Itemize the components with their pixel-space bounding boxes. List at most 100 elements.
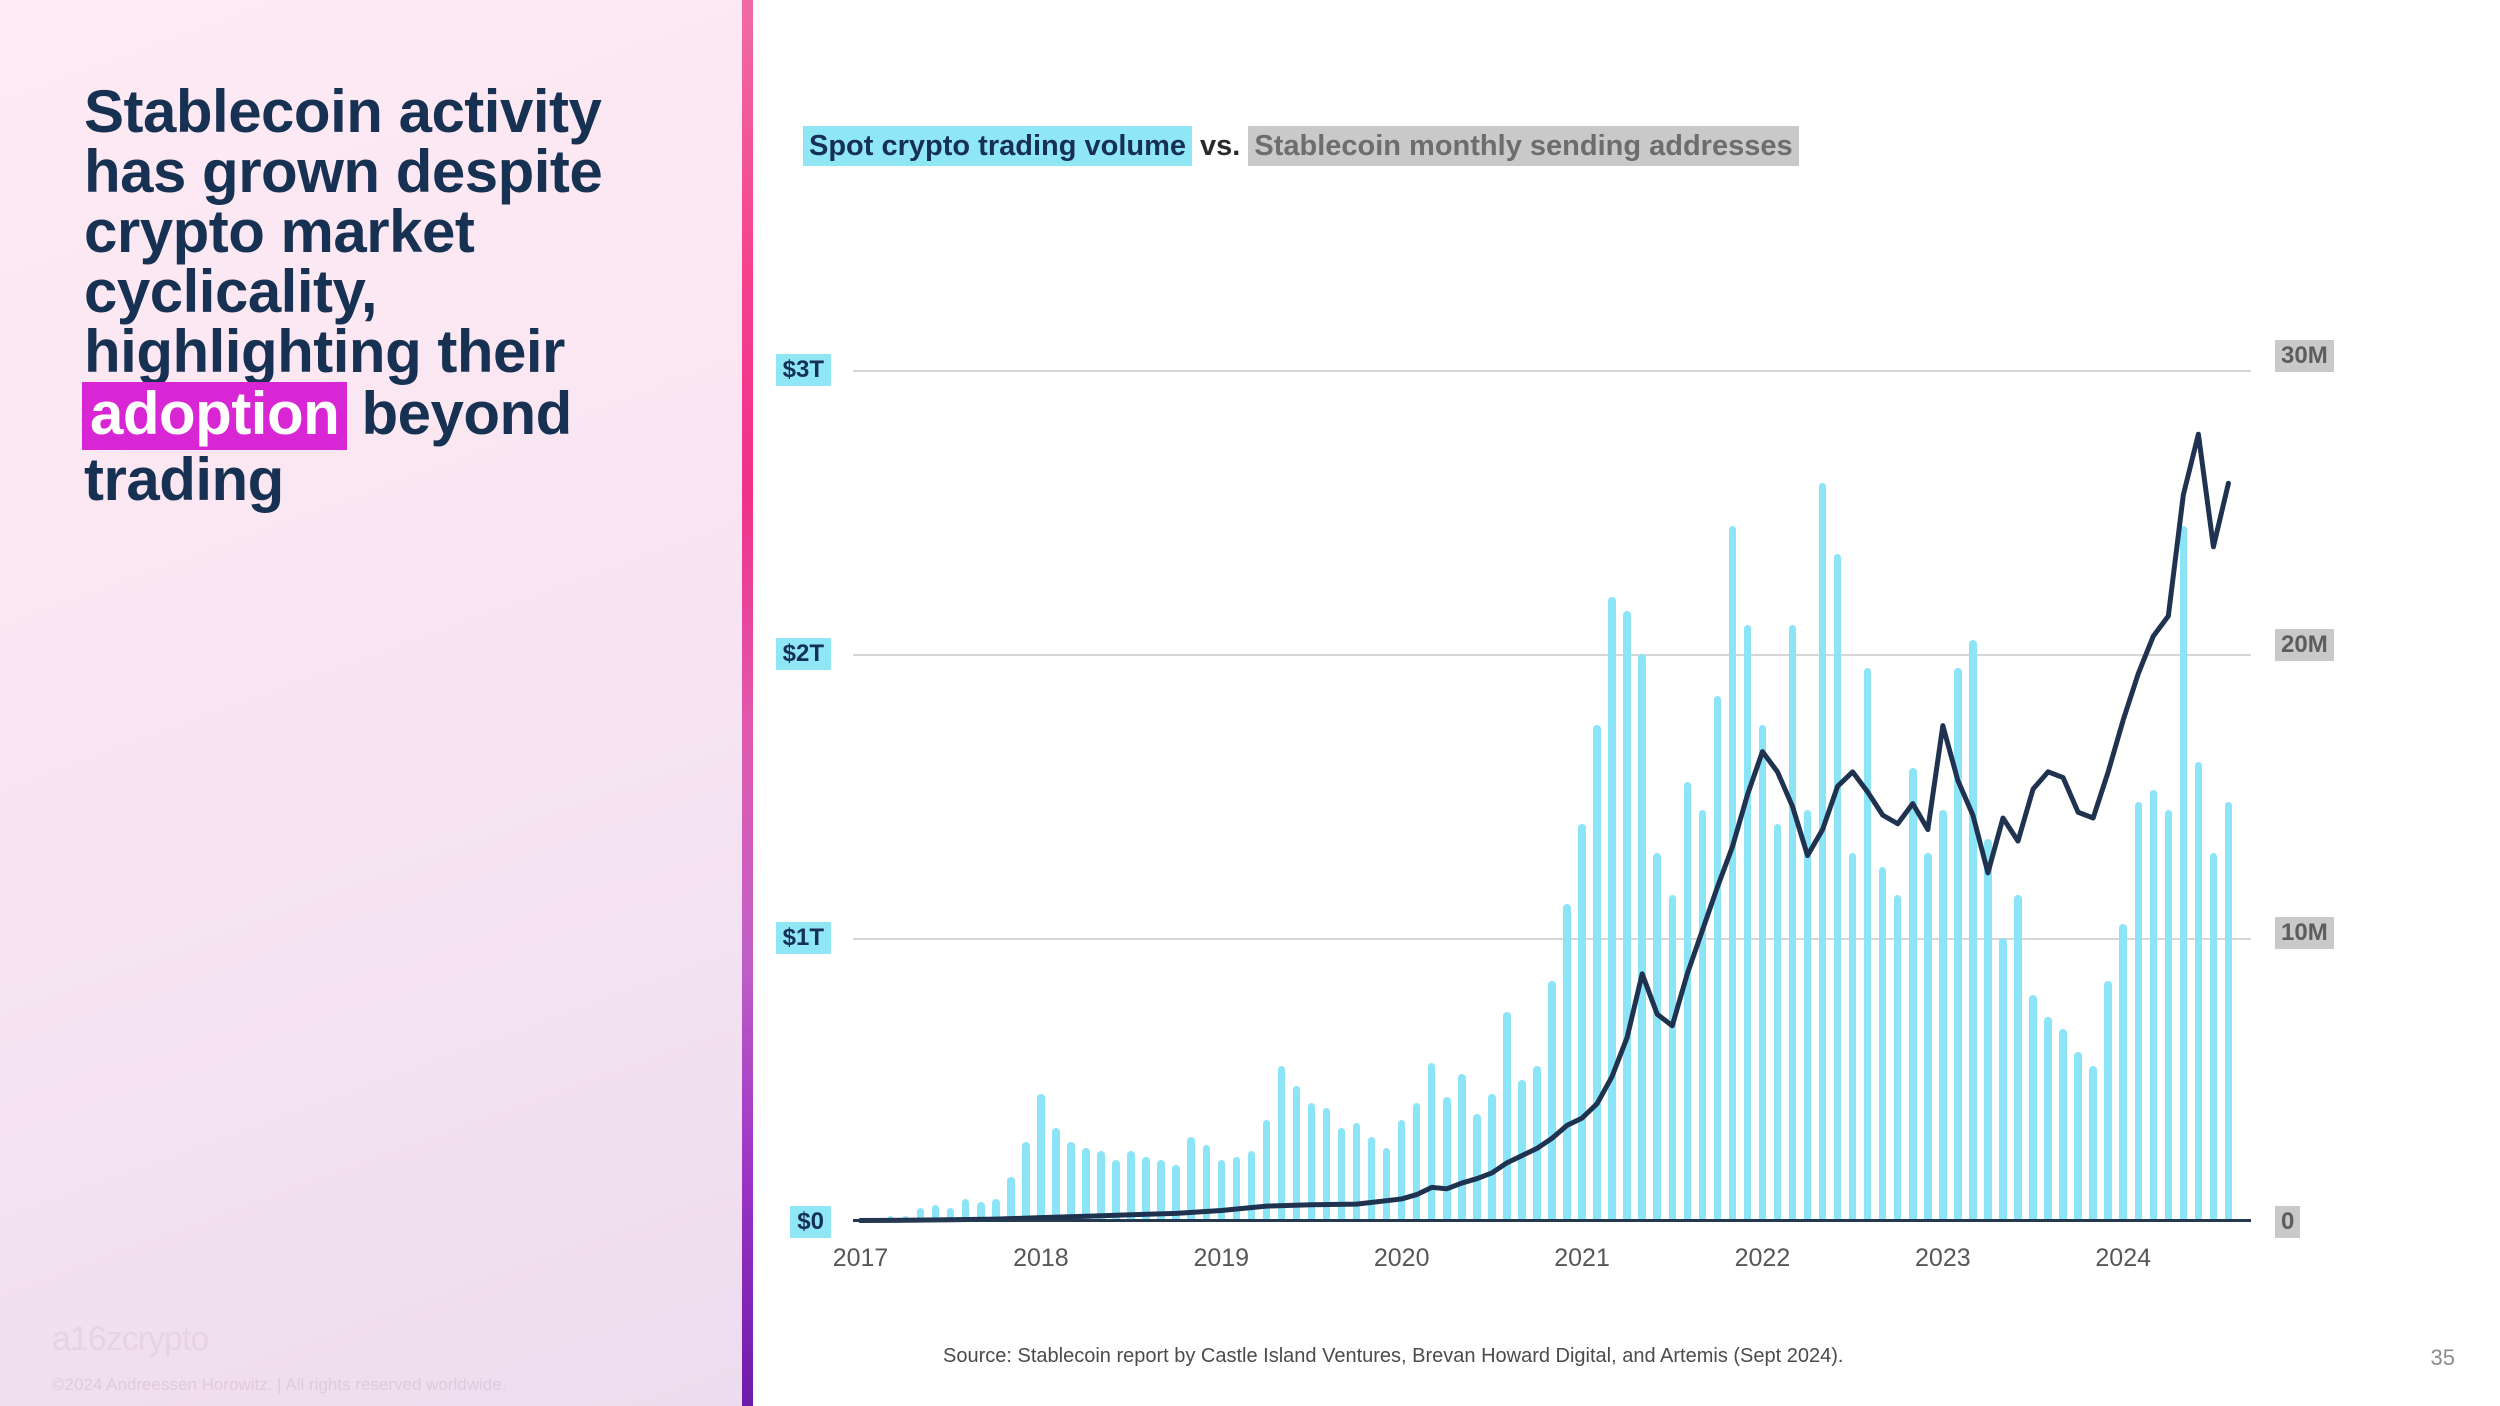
bar: [1052, 1128, 1060, 1222]
bar: [1127, 1150, 1135, 1222]
bar: [1097, 1150, 1105, 1222]
bar: [1653, 852, 1661, 1222]
bar: [1909, 767, 1917, 1222]
bar: [1397, 1119, 1406, 1222]
bar: [1578, 824, 1586, 1222]
bar-series: [853, 313, 2251, 1222]
bar: [1157, 1159, 1165, 1222]
bar: [2119, 923, 2127, 1222]
bar: [1007, 1176, 1015, 1222]
bar: [1773, 824, 1782, 1222]
chart-area: Spot crypto trading volume vs. Stablecoin …: [753, 0, 2500, 1406]
bar: [1593, 724, 1601, 1222]
x-tick-2021: 2021: [1554, 1244, 1610, 1272]
y-left-tick-$0: $0: [790, 1206, 831, 1238]
bar: [1668, 895, 1677, 1222]
y-right-tick-10M: 10M: [2275, 917, 2334, 950]
bar: [1518, 1079, 1526, 1222]
bar: [1112, 1159, 1120, 1222]
bar: [2149, 790, 2158, 1222]
bar: [1924, 852, 1932, 1222]
left-panel: Stablecoin activity has grown despite cr…: [0, 0, 742, 1406]
plot-region: $0 $1T $2T $3T 0 10M 20M 30M 2017 2018 2019 2020 2…: [775, 313, 2334, 1272]
bar: [1954, 668, 1962, 1222]
x-tick-2023: 2023: [1915, 1244, 1971, 1272]
bar: [1623, 611, 1631, 1222]
bar: [1232, 1156, 1241, 1222]
bar: [1698, 810, 1707, 1222]
bar: [1863, 668, 1872, 1222]
headline-highlight: adoption: [82, 382, 348, 450]
x-tick-2022: 2022: [1734, 1244, 1791, 1272]
bar: [1833, 554, 1842, 1222]
chart-title-bar-series: Spot crypto trading volume: [803, 126, 1193, 166]
x-tick-2020: 2020: [1373, 1244, 1430, 1272]
bar: [1337, 1128, 1346, 1222]
bar: [1067, 1142, 1075, 1222]
bar: [1427, 1062, 1436, 1222]
copyright-notice: ©2024 Andreessen Horowitz. | All rights …: [52, 1375, 507, 1394]
bar: [2089, 1065, 2097, 1222]
line-path: [858, 431, 2231, 1224]
bar: [1969, 639, 1977, 1222]
bar: [1277, 1065, 1286, 1222]
bar: [1022, 1142, 1030, 1222]
bar: [1803, 810, 1812, 1222]
bar: [1533, 1065, 1541, 1222]
bar: [2164, 810, 2173, 1222]
bar: [1728, 526, 1737, 1222]
bar: [931, 1204, 940, 1222]
page-number: 35: [2430, 1345, 2455, 1370]
bar: [1939, 810, 1947, 1222]
bar: [1713, 696, 1722, 1222]
x-tick-2018: 2018: [1013, 1244, 1069, 1272]
bar: [977, 1202, 985, 1222]
bar: [2224, 801, 2233, 1222]
y-right-tick-0: 0: [2275, 1206, 2301, 1238]
bar: [1142, 1156, 1150, 1222]
bar: [1082, 1148, 1090, 1222]
bar: [1893, 895, 1902, 1222]
headline-text-2: beyond trading: [84, 380, 572, 513]
line-series: [858, 431, 2231, 1224]
y-left-tick-$3T: $3T: [775, 353, 831, 386]
panel-divider: [742, 0, 753, 1406]
bar: [1382, 1148, 1391, 1222]
gridline-left-$3T: [853, 369, 2251, 372]
chart-title: Spot crypto trading volume vs. Stablecoin …: [803, 126, 1799, 166]
bar: [1548, 980, 1556, 1222]
gridline-left-$2T: [853, 653, 2251, 656]
bar: [1037, 1094, 1045, 1222]
gridline-left-$1T: [853, 937, 2251, 940]
bar: [1412, 1102, 1421, 1222]
bar: [1788, 625, 1797, 1222]
bar: [1217, 1159, 1226, 1222]
y-left-tick-$1T: $1T: [775, 921, 831, 954]
bar: [1758, 724, 1767, 1222]
bar: [1683, 781, 1692, 1222]
bar: [2029, 994, 2037, 1222]
page-title: Stablecoin activity has grown despite cr…: [82, 82, 684, 513]
bar: [946, 1207, 955, 1222]
y-right-tick-20M: 20M: [2275, 628, 2334, 661]
bar: [1818, 483, 1827, 1222]
bar: [1473, 1114, 1481, 1222]
bar: [1999, 937, 2007, 1222]
x-tick-2019: 2019: [1193, 1244, 1250, 1272]
bar: [1307, 1102, 1316, 1222]
bar: [1443, 1097, 1451, 1222]
bar: [916, 1207, 925, 1222]
bar: [1322, 1108, 1331, 1222]
bar: [1503, 1011, 1511, 1222]
bar: [1172, 1165, 1180, 1222]
headline-text-0: Stablecoin activity has grown despite cr…: [84, 78, 603, 385]
bar: [961, 1199, 970, 1222]
bar: [1262, 1119, 1271, 1222]
bar: [2059, 1028, 2067, 1222]
bar: [1638, 653, 1646, 1222]
x-axis-baseline: [853, 1219, 2251, 1222]
bar: [2134, 801, 2143, 1222]
bar: [2209, 852, 2218, 1222]
y-right-tick-30M: 30M: [2275, 340, 2334, 373]
bar: [1352, 1122, 1361, 1222]
